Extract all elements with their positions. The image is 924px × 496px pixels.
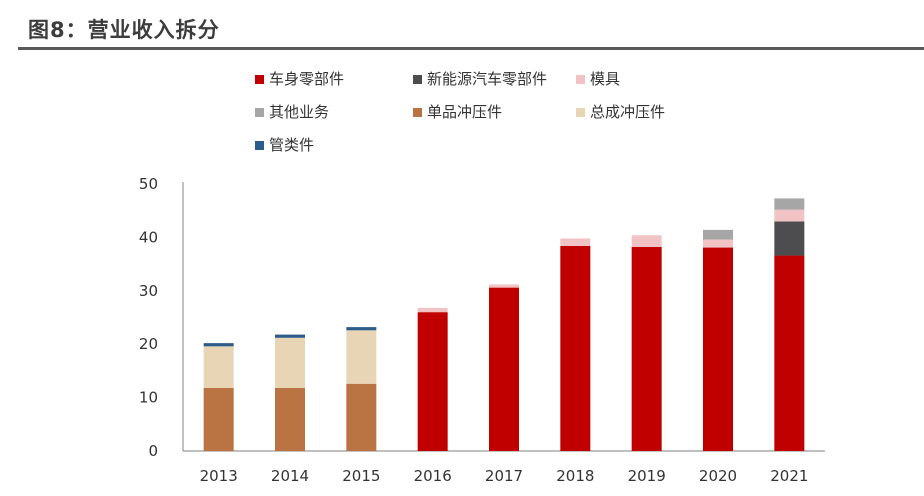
bar-segment (703, 229, 733, 240)
y-tick-label: 40 (139, 228, 158, 246)
legend-label: 新能源汽车零部件 (427, 70, 547, 88)
bar-segment (489, 287, 519, 451)
y-tick-label: 0 (148, 442, 158, 460)
y-tick-label: 50 (139, 175, 158, 193)
x-tick-label: 2014 (271, 467, 309, 485)
x-tick-label: 2018 (556, 467, 594, 485)
bar-segment (275, 387, 305, 451)
bar-segment (346, 383, 377, 451)
bar-segment (560, 238, 591, 246)
bar-segment (560, 245, 591, 451)
bar-segment (774, 198, 805, 210)
x-tick-label: 2019 (628, 467, 666, 485)
bar-segment (489, 284, 519, 288)
bar-segment (275, 337, 305, 388)
bar-segment (774, 221, 805, 256)
legend-swatch (576, 108, 585, 117)
bar-segment (203, 346, 234, 388)
legend-label: 单品冲压件 (427, 103, 502, 121)
legend-label: 车身零部件 (269, 70, 344, 88)
legend-swatch (413, 108, 422, 117)
bar-segment (346, 330, 377, 384)
chart-title: 图8：营业收入拆分 (28, 18, 220, 42)
legend-label: 总成冲压件 (590, 103, 665, 121)
y-tick-label: 30 (139, 282, 158, 300)
bar-segment (774, 209, 805, 222)
legend-swatch (255, 75, 264, 84)
x-tick-label: 2016 (414, 467, 452, 485)
bar-segment (631, 247, 662, 451)
bars (203, 198, 805, 451)
bar-segment (417, 307, 448, 313)
legend-label: 管类件 (269, 136, 314, 154)
x-tick-label: 2017 (485, 467, 523, 485)
x-tick-label: 2015 (342, 467, 380, 485)
bar-segment (703, 247, 733, 451)
bar-segment (275, 334, 305, 338)
title-underline (18, 47, 924, 50)
legend-swatch (413, 75, 422, 84)
legend-swatch (255, 141, 264, 150)
bar-segment (203, 387, 234, 451)
x-tick-label: 2021 (770, 467, 808, 485)
bar-segment (346, 327, 377, 331)
x-tick-label: 2013 (200, 467, 238, 485)
x-tick-labels: 2013 2014 2015 2016 2017 2018 2019 2020 2021 (200, 467, 809, 485)
bar-segment (631, 235, 662, 248)
legend-swatch (255, 108, 264, 117)
legend-label: 其他业务 (269, 103, 329, 121)
bar-segment (703, 239, 733, 248)
bar-segment (417, 312, 448, 451)
bar-segment (774, 255, 805, 451)
bar-segment (203, 343, 234, 347)
y-tick-label: 20 (139, 335, 158, 353)
x-tick-label: 2020 (699, 467, 737, 485)
legend-swatch (576, 75, 585, 84)
y-tick-label: 10 (139, 389, 158, 407)
legend-label: 模具 (590, 70, 620, 88)
y-tick-labels: 0 10 20 30 40 50 (139, 175, 158, 460)
